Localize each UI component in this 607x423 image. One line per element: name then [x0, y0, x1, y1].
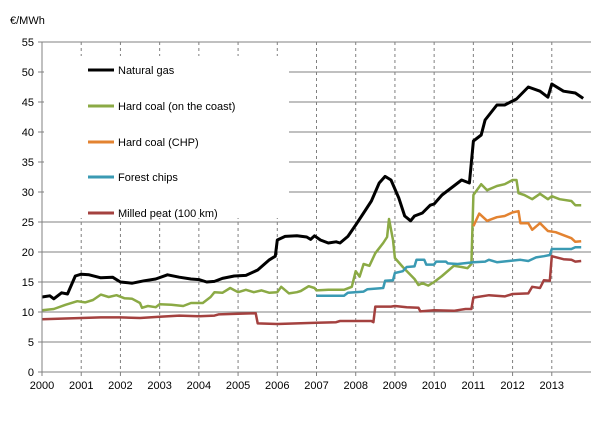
y-tick-label: 40: [22, 127, 34, 139]
y-tick-label: 45: [22, 97, 34, 109]
x-tick-label: 2013: [540, 380, 564, 392]
legend-label: Forest chips: [118, 172, 178, 184]
legend-label: Milled peat (100 km): [118, 208, 218, 220]
series-line-hard-coal-on-the-coast: [41, 178, 582, 312]
x-tick-label: 2006: [265, 380, 289, 392]
y-tick-label: 10: [22, 307, 34, 319]
x-tick-label: 2003: [147, 380, 171, 392]
series-line-natural-gas: [41, 82, 585, 301]
x-tick-label: 2009: [383, 380, 407, 392]
x-tick-label: 2008: [343, 380, 367, 392]
y-tick-label: 15: [22, 277, 34, 289]
y-tick-label: 55: [22, 37, 34, 49]
series-lines: [41, 82, 585, 326]
legend: Natural gas Hard coal (on the coast) Hard …: [88, 65, 235, 220]
legend-label: Natural gas: [118, 65, 175, 77]
axes: 0 5 10 15 20 25 30 35 40 45 50 55 2000 2001 2002 2003 20…: [22, 37, 591, 392]
y-tick-label: 30: [22, 187, 34, 199]
x-tick-label: 2012: [500, 380, 524, 392]
y-tick-label: 5: [28, 337, 34, 349]
legend-label: Hard coal (on the coast): [118, 101, 235, 113]
series-line-forest-chips: [316, 245, 582, 298]
x-tick-label: 2000: [30, 380, 54, 392]
x-tick-label: 2004: [187, 380, 211, 392]
x-tick-label: 2011: [462, 380, 486, 392]
y-tick-label: 25: [22, 217, 34, 229]
x-tick-label: 2007: [304, 380, 328, 392]
y-tick-label: 20: [22, 247, 34, 259]
y-tick-label: 50: [22, 67, 34, 79]
y-tick-label: 35: [22, 157, 34, 169]
legend-label: Hard coal (CHP): [118, 137, 199, 149]
x-tick-label: 2001: [69, 380, 93, 392]
x-tick-label: 2005: [226, 380, 250, 392]
series-line-hard-coal-chp: [472, 209, 582, 244]
series-line-milled-peat-100-km: [41, 254, 582, 326]
legend-background: [44, 56, 289, 218]
x-tick-label: 2010: [422, 380, 446, 392]
x-tick-label: 2002: [108, 380, 132, 392]
y-axis-label: €/MWh: [10, 15, 45, 27]
y-tick-label: 0: [28, 367, 34, 379]
